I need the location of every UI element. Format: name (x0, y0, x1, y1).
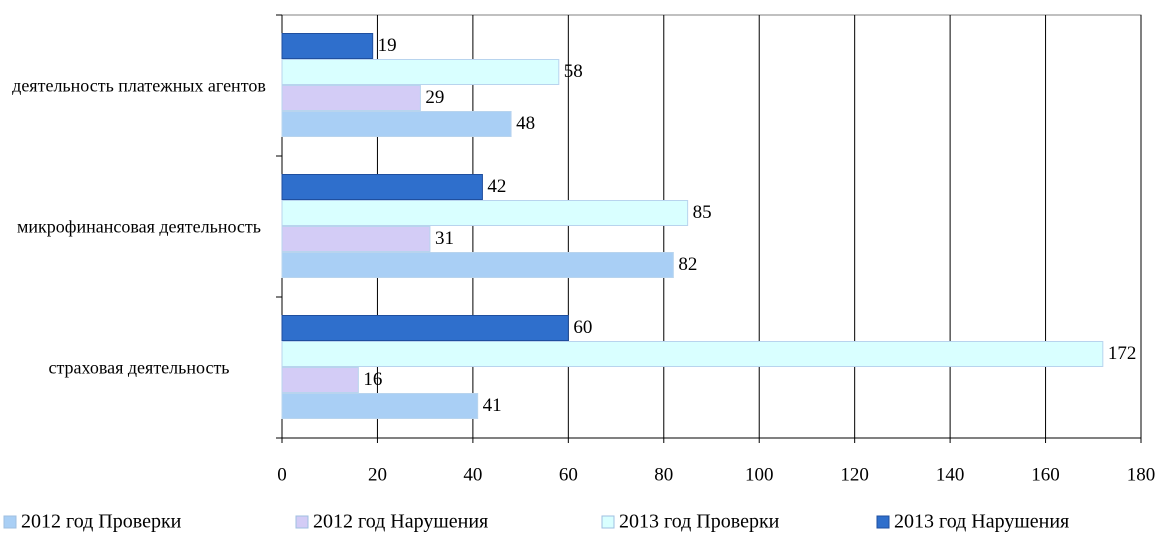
bar (281, 33, 374, 59)
data-label: 85 (693, 202, 712, 223)
data-label: 82 (678, 254, 697, 275)
bar (281, 59, 560, 85)
bar (281, 174, 483, 200)
y-tick-label: страховая деятельность (48, 357, 230, 377)
y-tick-label: микрофинансовая деятельность (17, 216, 261, 236)
x-tick-label: 20 (368, 464, 387, 485)
y-tick-label: деятельность платежных агентов (12, 75, 266, 95)
data-label: 48 (516, 113, 535, 134)
bar (281, 200, 689, 226)
x-tick-label: 80 (654, 464, 673, 485)
legend-swatch (601, 515, 615, 529)
x-tick-label: 160 (1031, 464, 1060, 485)
x-tick-label: 100 (745, 464, 774, 485)
x-tick-label: 120 (840, 464, 869, 485)
bar (281, 367, 359, 393)
bar (281, 341, 1104, 367)
legend-label: 2012 год Проверки (21, 511, 182, 533)
legend-label: 2013 год Нарушения (894, 511, 1069, 533)
data-label: 29 (425, 87, 444, 108)
legend-swatch (876, 515, 890, 529)
data-label: 172 (1108, 343, 1137, 364)
x-tick-label: 0 (277, 464, 287, 485)
x-tick-label: 60 (559, 464, 578, 485)
legend-label: 2013 год Проверки (619, 511, 780, 533)
bar (281, 111, 512, 137)
data-label: 31 (435, 228, 454, 249)
data-label: 41 (483, 395, 502, 416)
data-label: 42 (487, 176, 506, 197)
bar (281, 315, 569, 341)
data-label: 16 (363, 369, 382, 390)
x-tick-label: 40 (463, 464, 482, 485)
bar (281, 85, 421, 111)
bar (281, 252, 674, 278)
bar (281, 226, 431, 252)
legend-swatch (3, 515, 17, 529)
legend-label: 2012 год Нарушения (313, 511, 488, 533)
bar (281, 393, 479, 419)
data-label: 58 (564, 61, 583, 82)
data-label: 60 (573, 317, 592, 338)
x-tick-label: 140 (936, 464, 965, 485)
x-tick-label: 180 (1127, 464, 1156, 485)
data-label: 19 (378, 35, 397, 56)
legend-swatch (295, 515, 309, 529)
